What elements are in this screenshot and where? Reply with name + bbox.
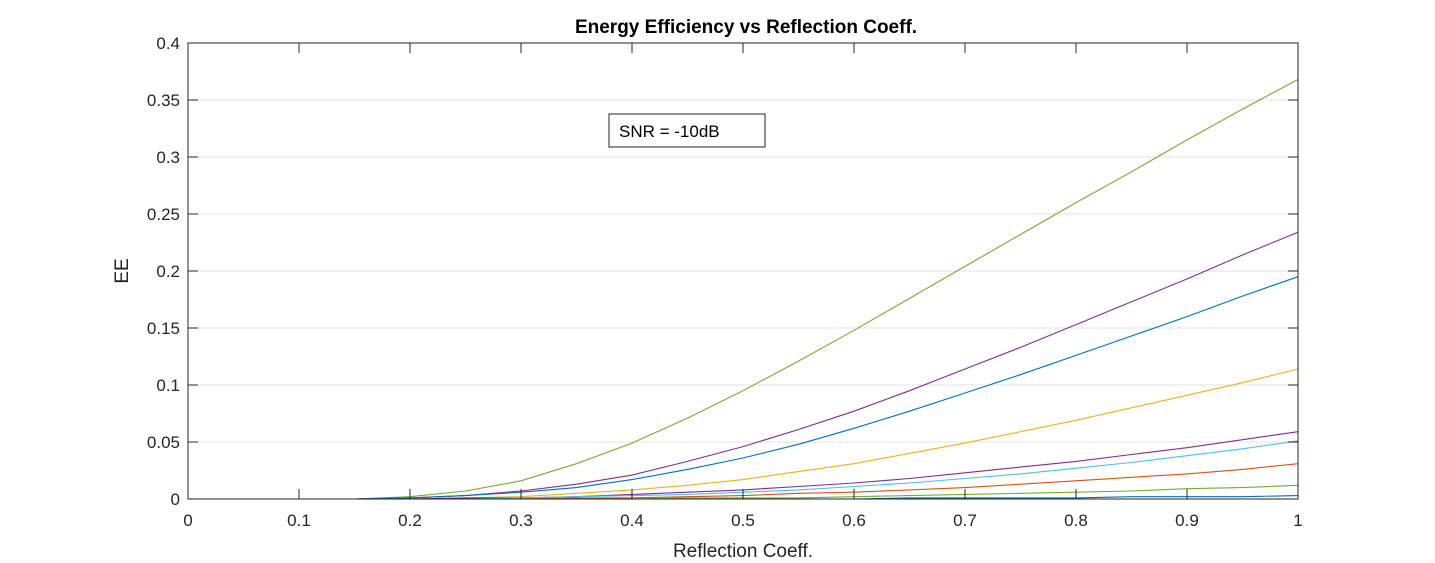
x-tick-label: 0	[183, 511, 192, 530]
y-tick-label: 0.05	[147, 433, 180, 452]
x-tick-label: 1	[1293, 511, 1302, 530]
chart-title: Energy Efficiency vs Reflection Coeff.	[575, 17, 917, 38]
annotation-text: SNR = -10dB	[619, 122, 720, 141]
x-tick-label: 0.5	[731, 511, 755, 530]
annotation-box: SNR = -10dB	[608, 113, 766, 148]
x-tick-label: 0.8	[1064, 511, 1088, 530]
y-tick-label: 0.3	[156, 148, 180, 167]
axis-ticks	[187, 42, 1299, 500]
x-tick-label: 0.4	[620, 511, 644, 530]
y-axis-label: EE	[112, 258, 133, 283]
x-axis-label: Reflection Coeff.	[673, 541, 813, 562]
series-line-3	[243, 276, 1299, 500]
y-tick-label: 0	[171, 490, 180, 509]
x-tick-label: 0.2	[398, 511, 422, 530]
y-tick-label: 0.1	[156, 376, 180, 395]
grid-lines	[188, 99, 1298, 443]
x-tick-label: 0.1	[287, 511, 311, 530]
tick-labels: 0 0.05 0.1 0.15 0.2 0.25 0.3 0.35 0.4 0 0.1 0.2 0.3 0…	[147, 34, 1303, 530]
y-tick-label: 0.35	[147, 91, 180, 110]
x-tick-label: 0.7	[953, 511, 977, 530]
y-tick-label: 0.4	[156, 34, 180, 53]
x-tick-label: 0.6	[842, 511, 866, 530]
y-tick-label: 0.15	[147, 319, 180, 338]
series-line-1	[243, 79, 1299, 500]
y-tick-label: 0.25	[147, 205, 180, 224]
x-tick-label: 0.3	[509, 511, 533, 530]
x-tick-label: 0.9	[1175, 511, 1199, 530]
y-tick-label: 0.2	[156, 262, 180, 281]
